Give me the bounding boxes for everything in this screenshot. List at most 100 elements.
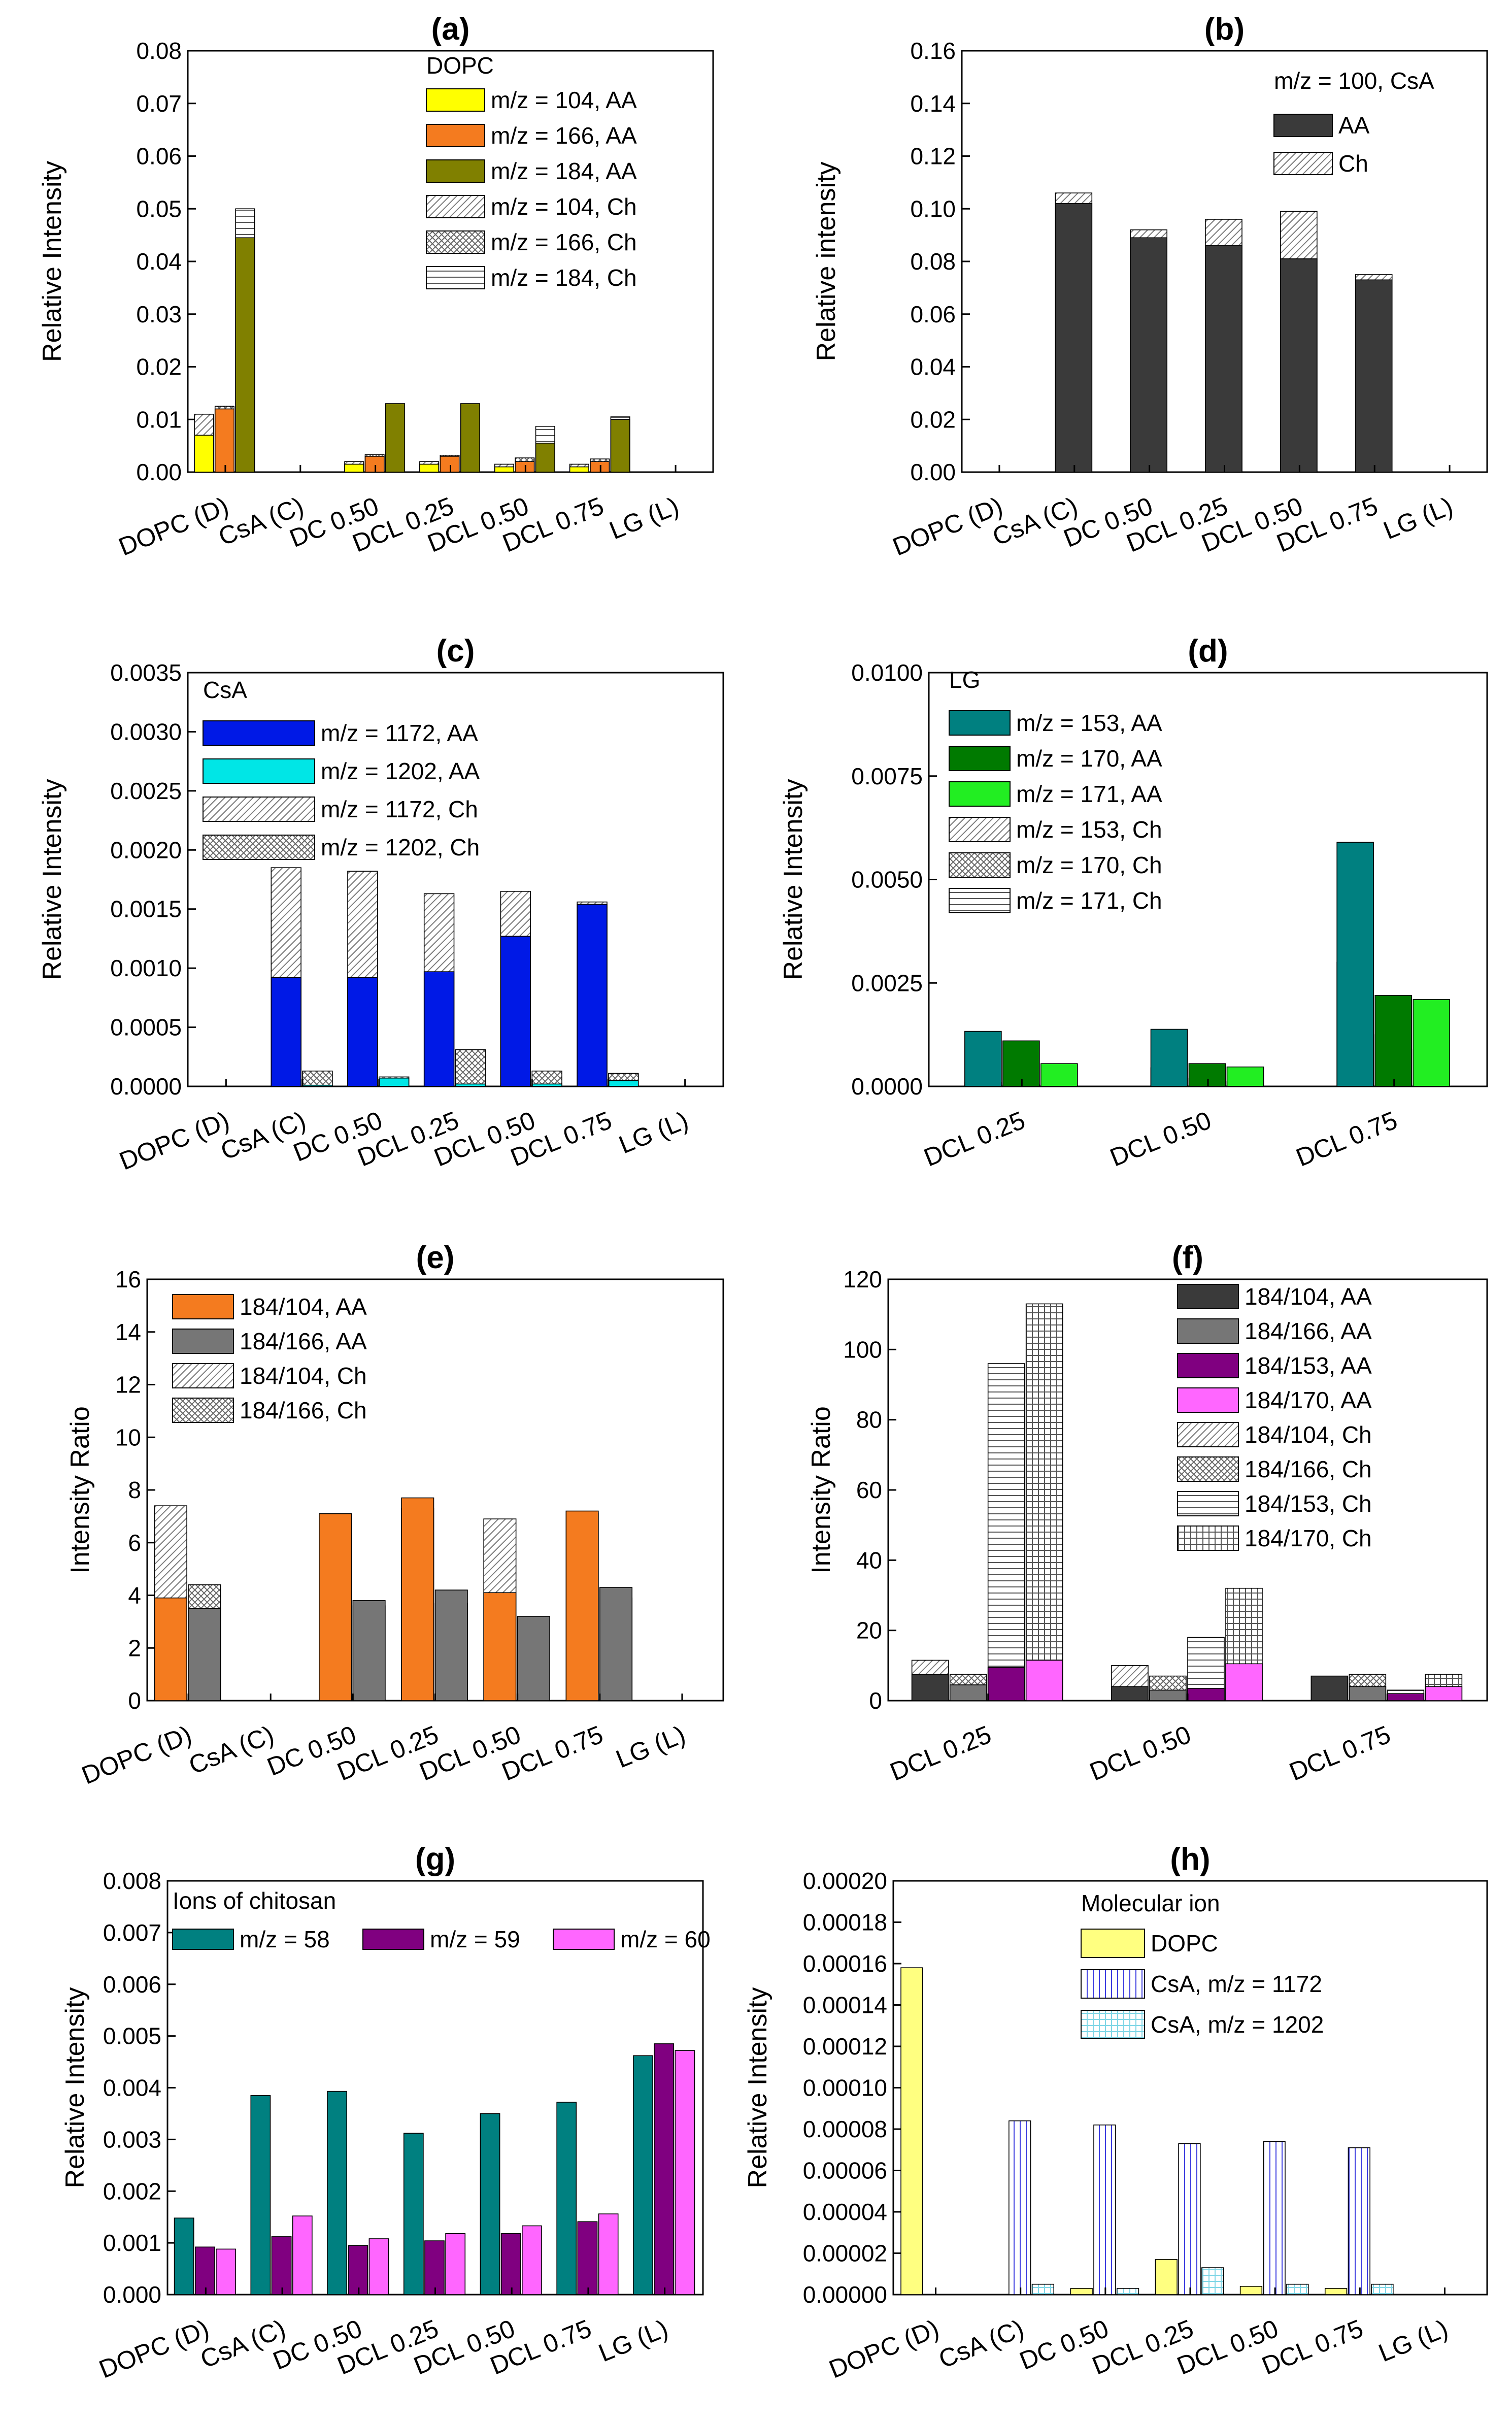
legend-label: m/z = 1172, Ch [321,796,478,822]
bar-c-1-m-z-1172-aa [271,977,301,1087]
bar-g-1-m-z-59 [271,2236,292,2295]
bar-c-3-m-z-1202-ch [455,1049,486,1087]
y-tick-label: 0.00020 [803,1868,887,1894]
bar-e-5-184-166-aa [599,1587,633,1701]
y-tick-label: 0.0000 [851,1073,923,1100]
legend-swatch [1273,114,1333,137]
bar-f-1-184-104-aa [1111,1686,1149,1701]
bar-f-1-184-166-aa [1149,1689,1187,1701]
legend-label: m/z = 104, AA [491,87,637,113]
y-axis-label: Relative Intensity [743,1987,772,2188]
legend-swatch [426,195,485,218]
y-tick-label: 0 [128,1687,141,1714]
y-axis-label: Intensity Ratio [807,1406,836,1574]
chart-title: (e) [416,1240,455,1275]
bar-g-3-m-z-59 [424,2240,445,2295]
bar-h-4-csa-m-z-1202 [1286,2283,1309,2295]
y-tick-label: 20 [856,1617,882,1644]
y-tick-label: 40 [856,1547,882,1573]
bar-d-2-m-z-171-aa [1413,999,1450,1087]
bar-f-2-184-170-aa [1425,1686,1463,1701]
legend-label: 184/153, Ch [1245,1490,1372,1517]
y-axis-label: Intensity Ratio [65,1406,95,1574]
bar-h-3-csa-m-z-1202 [1201,2267,1224,2295]
y-tick-label: 60 [856,1477,882,1503]
bar-h-4-dopc [1239,2285,1263,2295]
legend-label: m/z = 60 [620,1926,711,1952]
legend-swatch [362,1929,424,1950]
legend-swatch [949,710,1011,736]
chart-panel-c: (c) 0.0000 0.0005 0.0010 0.0015 0.0020 0.0025 0… [38,634,724,1176]
chart-title: (c) [436,634,475,669]
bar-d-2-m-z-170-aa [1374,994,1412,1087]
legend-swatch [426,266,485,289]
bar-d-2-m-z-153-aa [1336,842,1374,1087]
y-tick-label: 80 [856,1407,882,1433]
bar-f-2-184-166-aa [1349,1686,1387,1701]
legend-title: Ions of chitosan [173,1887,336,1914]
legend-label: m/z = 170, AA [1016,745,1162,772]
y-tick-label: 0.000 [103,2281,161,2308]
y-tick-label: 0.14 [910,90,956,117]
bar-g-3-m-z-58 [403,2133,424,2295]
bar-c-4-m-z-1172-aa [500,936,531,1087]
y-tick-label: 120 [843,1266,882,1292]
legend-swatch [1177,1525,1239,1551]
legend-swatch [1177,1353,1239,1378]
bar-g-5-m-z-59 [577,2221,598,2295]
bar-c-5-m-z-1202-aa [608,1080,639,1087]
bar-a-3-m-z-184-aa [460,403,480,473]
chart-panel-g: (g) 0.000 0.001 0.002 0.003 0.004 0.005 0.006 0.… [60,1842,711,2384]
bar-e-3-184-166-aa [434,1589,468,1701]
legend-label: DOPC [1151,1930,1218,1956]
bar-g-0-m-z-60 [216,2248,236,2295]
y-tick-label: 0.02 [910,406,956,433]
y-tick-label: 14 [115,1319,141,1345]
y-axis-label: Relative Intensity [38,161,67,362]
y-tick-label: 12 [115,1372,141,1398]
y-tick-label: 0.005 [103,2023,161,2049]
legend-label: 184/166, Ch [1245,1456,1372,1482]
legend-label: 184/170, Ch [1245,1525,1372,1551]
y-tick-label: 0.00002 [803,2240,887,2267]
legend-swatch [1177,1318,1239,1344]
legend-label: m/z = 166, AA [491,122,637,149]
bar-f-0-184-170-aa [1025,1660,1063,1701]
bar-h-5-csa-m-z-1172 [1348,2147,1370,2295]
legend-label: CsA, m/z = 1202 [1151,2011,1324,2038]
legend-swatch [1177,1387,1239,1413]
y-tick-label: 0.00000 [803,2281,887,2308]
legend-label: 184/104, Ch [240,1363,367,1389]
bar-h-2-csa-m-z-1172 [1093,2125,1116,2295]
legend-label: m/z = 58 [240,1926,330,1952]
y-tick-label: 100 [843,1336,882,1363]
bar-e-4-184-104-aa [483,1592,517,1701]
bar-h-0-dopc [900,1967,923,2295]
x-category-label: DOPC (D) [78,1720,195,1789]
bar-e-2-184-166-aa [352,1600,386,1701]
plot-frame [187,50,714,473]
legend-label: m/z = 184, AA [491,158,637,184]
bar-f-1-184-153-aa [1187,1687,1225,1701]
bar-c-1-m-z-1202-ch [302,1070,333,1087]
x-category-label: DCL 0.50 [1086,1720,1195,1786]
bar-e-3-184-104-aa [401,1497,434,1701]
y-tick-label: 0.001 [103,2230,161,2256]
legend-label: m/z = 153, AA [1016,710,1162,736]
x-category-label: DOPC (D) [825,2314,943,2383]
bar-a-4-m-z-104-aa [494,466,514,473]
bar-g-5-m-z-58 [556,2102,577,2295]
bar-f-0-184-170-ch [1025,1303,1063,1701]
y-tick-label: 0.16 [910,38,956,64]
bar-a-5-m-z-184-aa [610,419,630,473]
bar-c-3-m-z-1172-aa [423,971,455,1087]
bar-g-4-m-z-58 [480,2113,500,2295]
bar-g-5-m-z-60 [598,2213,619,2295]
bar-h-3-dopc [1155,2259,1178,2295]
bar-a-2-m-z-184-aa [385,403,406,473]
bar-b-1-aa [1055,203,1093,473]
y-tick-label: 0.03 [136,301,182,327]
y-tick-label: 0.0025 [110,778,182,804]
bar-e-0-184-104-aa [154,1597,187,1701]
